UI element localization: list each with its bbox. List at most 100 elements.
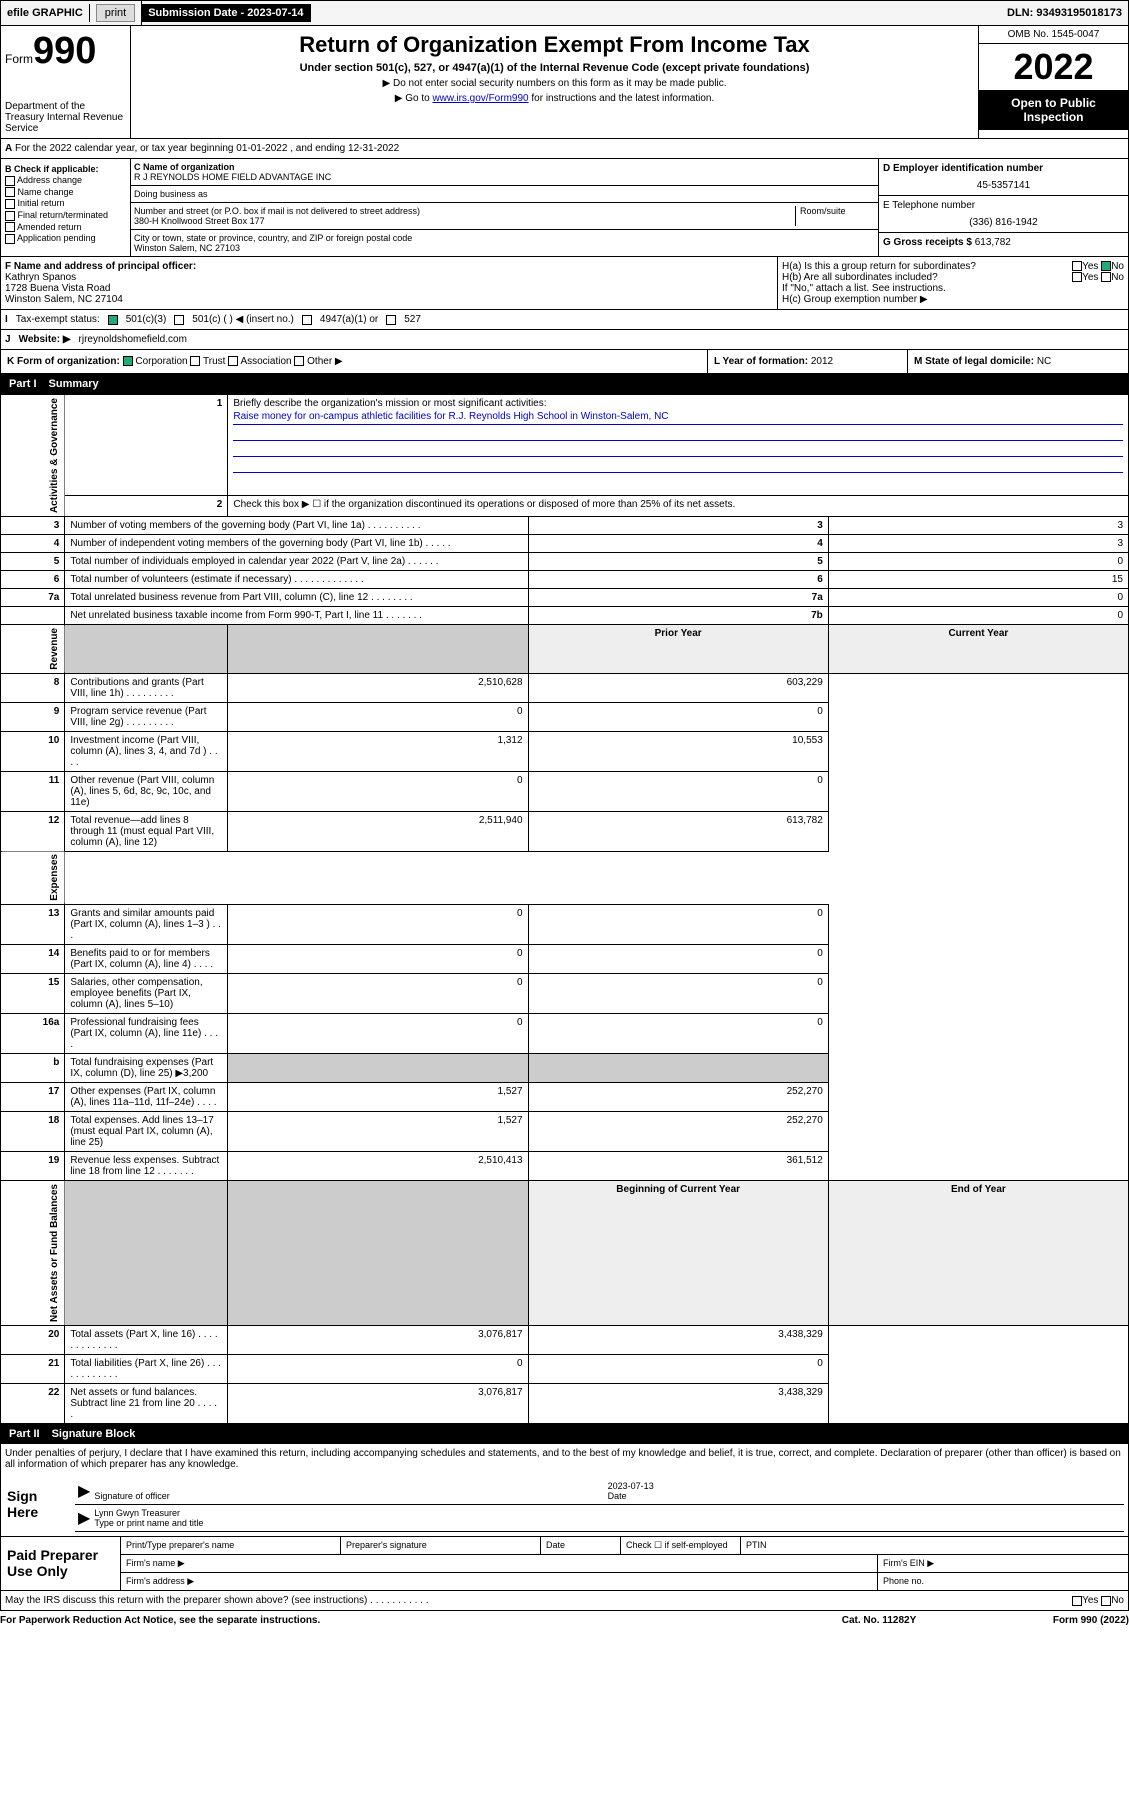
officer-addr2: Winston Salem, NC 27104 [5,294,773,305]
line-num: b [1,1054,65,1083]
checkbox-icon[interactable] [228,356,238,366]
checkbox-icon[interactable] [386,315,396,325]
form-title: Return of Organization Exempt From Incom… [137,32,972,58]
checkbox-icon[interactable] [1101,272,1111,282]
irs-link[interactable]: www.irs.gov/Form990 [432,93,528,104]
line-label: Total fundraising expenses (Part IX, col… [65,1054,228,1083]
line-box: 6 [528,571,828,589]
current-year-value: 3,438,329 [528,1384,828,1424]
line-box: 3 [528,517,828,535]
phone-label: E Telephone number [883,200,1124,211]
checkbox-icon[interactable] [294,356,304,366]
row-klm: K Form of organization: Corporation Trus… [0,350,1129,374]
checkbox-icon[interactable] [1101,261,1111,271]
form-note-1: ▶ Do not enter social security numbers o… [137,78,972,89]
checkbox-icon[interactable] [174,315,184,325]
side-governance: Activities & Governance [1,395,65,517]
summary-table: Activities & Governance 1 Briefly descri… [0,394,1129,1424]
chk-final-return: Final return/terminated [18,210,109,220]
blank [228,625,528,674]
line-num: 11 [1,771,65,811]
line-num: 19 [1,1152,65,1181]
prior-year-value: 2,511,940 [228,811,528,851]
checkbox-icon[interactable] [1072,1596,1082,1606]
footer-bottom: For Paperwork Reduction Act Notice, see … [0,1611,1129,1630]
line-label: Total number of individuals employed in … [65,553,528,571]
checkbox-icon[interactable] [1072,272,1082,282]
line-num: 9 [1,702,65,731]
officer-name: Kathryn Spanos [5,272,773,283]
checkbox-icon[interactable] [1101,1596,1111,1606]
checkbox-icon[interactable] [5,234,15,244]
col-b-header: B Check if applicable: [5,164,99,174]
checkbox-icon[interactable] [5,199,15,209]
city-label: City or town, state or province, country… [134,233,875,243]
line-label: Investment income (Part VIII, column (A)… [65,731,228,771]
line-num: 6 [1,571,65,589]
checkbox-icon[interactable] [5,176,15,186]
current-year-value: 0 [528,974,828,1014]
prior-year-value: 1,527 [228,1083,528,1112]
checkbox-icon[interactable] [108,315,118,325]
sig-date-cell: 2023-07-13Date [608,1481,1121,1501]
col-m: M State of legal domicile: NC [908,350,1128,373]
part-1-header: Part I Summary [0,374,1129,394]
chk-amended: Amended return [17,222,82,232]
current-year-value: 3,438,329 [528,1326,828,1355]
line-num: 3 [1,517,65,535]
prior-year-value: 0 [228,1355,528,1384]
sig-name-cell: Lynn Gwyn TreasurerType or print name an… [94,1508,1121,1528]
line-num: 20 [1,1326,65,1355]
room-label: Room/suite [795,206,875,226]
current-year-value: 10,553 [528,731,828,771]
prior-year-header: Prior Year [528,625,828,674]
org-name: R J REYNOLDS HOME FIELD ADVANTAGE INC [134,172,875,182]
checkbox-icon[interactable] [302,315,312,325]
firm-phone-label: Phone no. [878,1573,1128,1590]
sig-date-value: 2023-07-13 [608,1481,654,1491]
print-button[interactable]: print [96,4,135,22]
chk-initial-return: Initial return [18,198,65,208]
line-box: 7a [528,589,828,607]
ptin-label: PTIN [741,1537,1128,1554]
checkbox-icon[interactable] [5,222,15,232]
domicile-label: M State of legal domicile: [914,356,1034,367]
current-year-header: Current Year [828,625,1128,674]
form-footer: Form 990 (2022) [979,1615,1129,1626]
opt-527: 527 [404,314,421,325]
cat-number: Cat. No. 11282Y [779,1615,979,1626]
prior-year-value: 0 [228,905,528,945]
opt-501c3: 501(c)(3) [126,314,167,325]
ha-label: H(a) Is this a group return for subordin… [782,261,976,272]
form-number: 990 [33,30,96,73]
line-label: Net assets or fund balances. Subtract li… [65,1384,228,1424]
line-1: Briefly describe the organization's miss… [228,395,1129,496]
blank [65,625,228,674]
yes-label: Yes [1082,272,1098,283]
submission-date: Submission Date - 2023-07-14 [142,4,310,22]
line-num: 1 [65,395,228,496]
paperwork-notice: For Paperwork Reduction Act Notice, see … [0,1615,779,1626]
line-label: Benefits paid to or for members (Part IX… [65,945,228,974]
line-label: Number of voting members of the governin… [65,517,528,535]
form-word: Form [5,52,33,66]
line-label: Revenue less expenses. Subtract line 18 … [65,1152,228,1181]
checkbox-icon[interactable] [5,187,15,197]
gross-value: 613,782 [975,237,1011,248]
checkbox-icon[interactable] [5,211,15,221]
footer-discuss: May the IRS discuss this return with the… [0,1591,1129,1611]
checkbox-icon[interactable] [1072,261,1082,271]
col-b: B Check if applicable: Address change Na… [1,159,131,256]
current-year-value: 0 [528,905,828,945]
line-num: 2 [65,495,228,517]
line-num: 14 [1,945,65,974]
opt-4947: 4947(a)(1) or [320,314,378,325]
chk-application: Application pending [17,233,96,243]
beg-year-header: Beginning of Current Year [528,1181,828,1326]
line-label: Total revenue—add lines 8 through 11 (mu… [65,811,228,851]
officer-label: F Name and address of principal officer: [5,261,196,272]
line-label: Total unrelated business revenue from Pa… [65,589,528,607]
line-num: 15 [1,974,65,1014]
checkbox-icon[interactable] [190,356,200,366]
checkbox-icon[interactable] [123,356,133,366]
